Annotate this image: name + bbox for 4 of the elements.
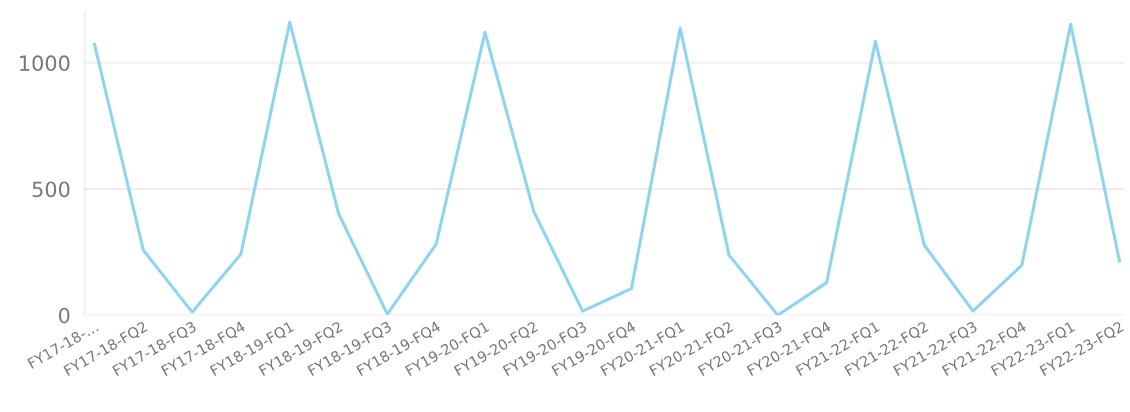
y-tick-label: 0: [58, 307, 70, 324]
y-tick-label: 500: [32, 181, 70, 198]
line-series: [92, 20, 1121, 316]
y-tick-label: 1000: [20, 55, 70, 72]
